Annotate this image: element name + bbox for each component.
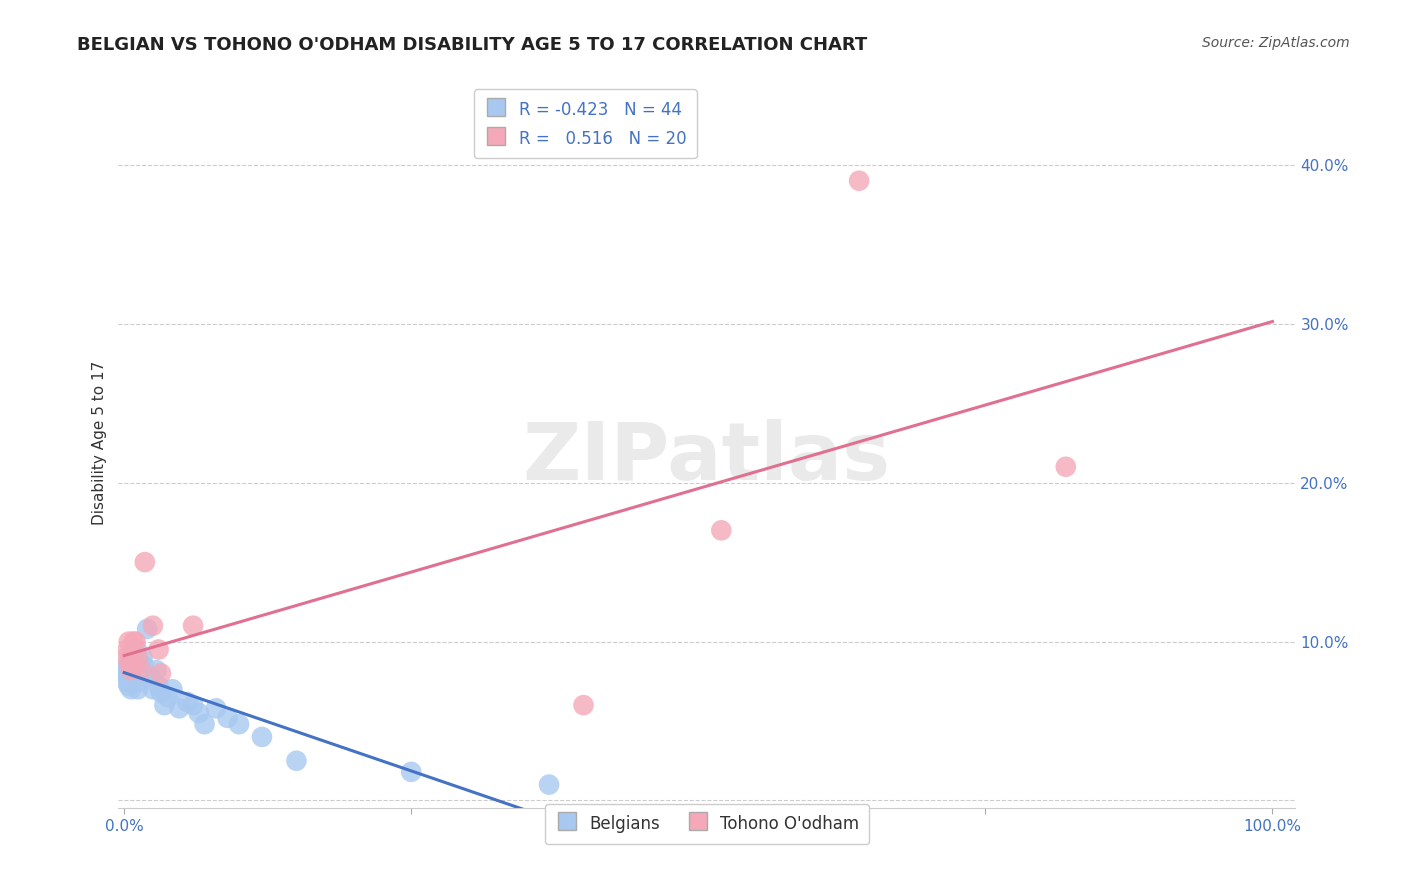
Point <box>145 663 167 677</box>
Point <box>131 650 153 665</box>
Point <box>181 618 204 632</box>
Point <box>122 666 145 681</box>
Point <box>156 690 179 705</box>
Point <box>121 648 143 662</box>
Point <box>1054 459 1077 474</box>
Point <box>142 618 165 632</box>
Point <box>149 685 172 699</box>
Point <box>115 650 138 665</box>
Text: ZIPatlas: ZIPatlas <box>523 418 891 497</box>
Point <box>120 663 142 677</box>
Point <box>162 682 184 697</box>
Point <box>131 663 153 677</box>
Point <box>848 174 870 188</box>
Point <box>118 679 141 693</box>
Point <box>120 650 142 665</box>
Point <box>118 662 141 676</box>
Point <box>187 706 209 720</box>
Point <box>114 663 136 677</box>
Point <box>124 658 146 673</box>
Point <box>193 717 215 731</box>
Point <box>122 658 145 673</box>
Point <box>128 658 150 673</box>
Point <box>217 711 239 725</box>
Point <box>131 663 153 677</box>
Text: Source: ZipAtlas.com: Source: ZipAtlas.com <box>1202 36 1350 50</box>
Point <box>117 669 139 683</box>
Point <box>134 555 156 569</box>
Text: BELGIAN VS TOHONO O'ODHAM DISABILITY AGE 5 TO 17 CORRELATION CHART: BELGIAN VS TOHONO O'ODHAM DISABILITY AGE… <box>77 36 868 54</box>
Point <box>710 524 733 538</box>
Point <box>285 754 308 768</box>
Point <box>118 654 141 668</box>
Point <box>122 634 145 648</box>
Point <box>124 634 146 648</box>
Point <box>124 663 146 677</box>
Point <box>121 674 143 689</box>
Point <box>142 682 165 697</box>
Point <box>176 695 198 709</box>
Point <box>127 682 149 697</box>
Point <box>148 642 170 657</box>
Point <box>118 673 141 687</box>
Point <box>572 698 595 713</box>
Point <box>169 701 191 715</box>
Point <box>129 674 152 689</box>
Point <box>228 717 250 731</box>
Point <box>181 698 204 713</box>
Point <box>124 669 146 683</box>
Point <box>127 650 149 665</box>
Point <box>138 669 160 683</box>
Point <box>117 642 139 657</box>
Point <box>118 634 141 648</box>
Point <box>149 666 172 681</box>
Point <box>125 642 148 657</box>
Point <box>115 666 138 681</box>
Point <box>538 778 561 792</box>
Point <box>136 622 159 636</box>
Point <box>401 764 423 779</box>
Legend: Belgians, Tohono O'odham: Belgians, Tohono O'odham <box>544 804 869 844</box>
Point <box>153 698 176 713</box>
Point <box>117 658 139 673</box>
Point <box>250 730 273 744</box>
Point <box>115 674 138 689</box>
Y-axis label: Disability Age 5 to 17: Disability Age 5 to 17 <box>93 361 107 525</box>
Point <box>205 701 228 715</box>
Point <box>120 682 142 697</box>
Point <box>118 658 141 673</box>
Point <box>148 679 170 693</box>
Point <box>132 658 155 673</box>
